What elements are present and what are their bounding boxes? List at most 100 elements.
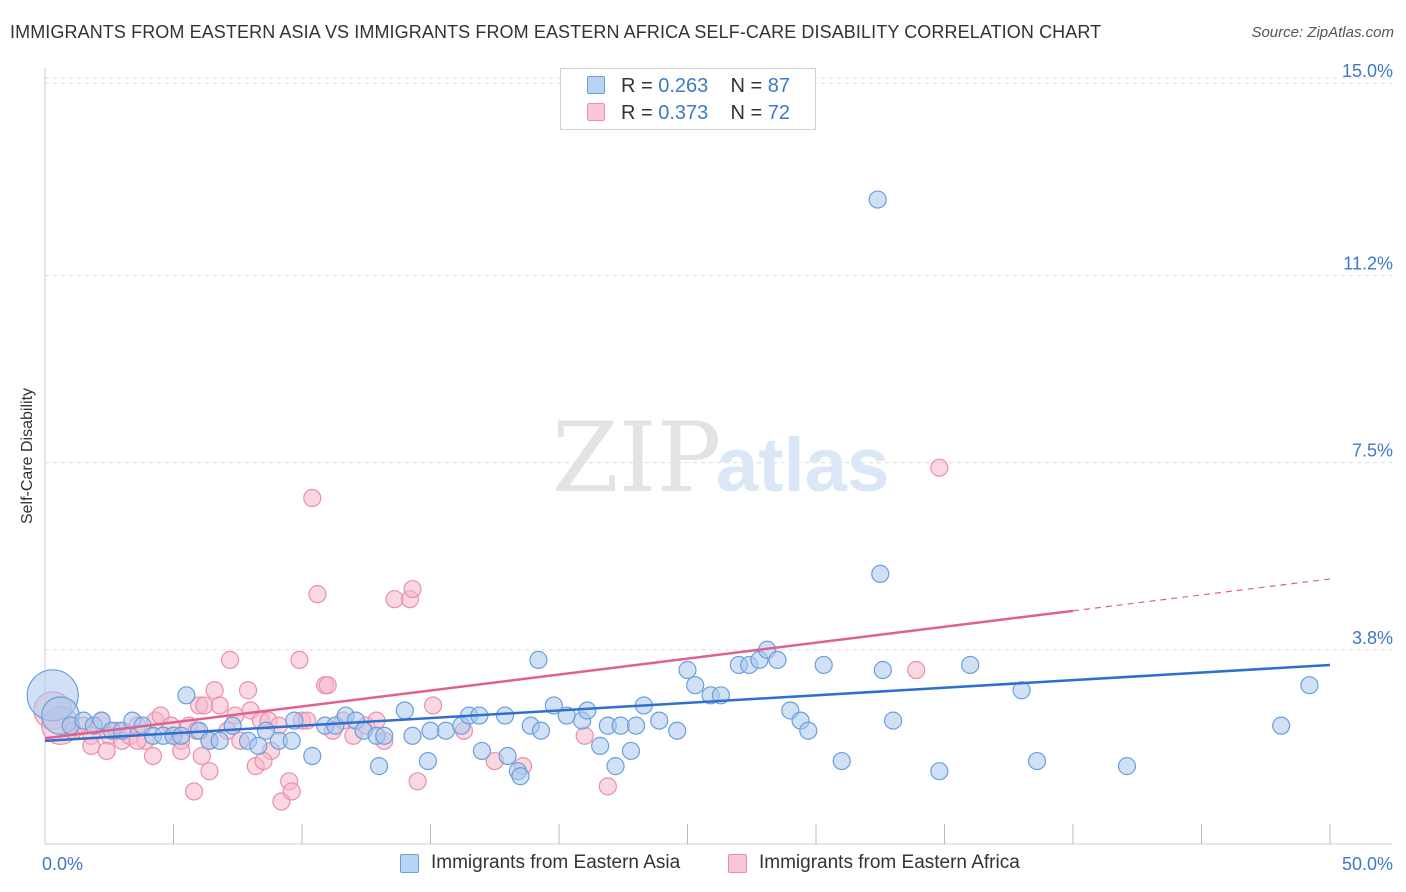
x-tick-label: 50.0%	[1342, 854, 1393, 874]
data-point	[172, 726, 191, 745]
data-point	[408, 772, 427, 791]
legend-r-label: R =	[621, 75, 653, 97]
data-point	[308, 585, 327, 604]
data-point	[395, 701, 414, 720]
data-point	[436, 721, 456, 740]
legend-n-value: 72	[767, 102, 791, 124]
data-point	[1300, 676, 1319, 695]
data-point	[220, 650, 240, 669]
data-point	[621, 741, 641, 761]
series-eastern-asia-points	[26, 190, 1319, 786]
data-point	[598, 777, 617, 796]
legend-label: Immigrants from Eastern Asia	[431, 852, 681, 873]
data-point	[768, 650, 787, 669]
legend-r-label: R =	[621, 102, 653, 124]
data-point	[1012, 681, 1031, 700]
legend-r-value: 0.373	[658, 102, 709, 124]
data-point	[143, 746, 163, 766]
data-point	[370, 757, 389, 776]
trend-line-eastern-asia	[44, 663, 1331, 743]
trend-lines	[44, 578, 1331, 743]
data-point	[172, 741, 191, 761]
data-point	[318, 676, 337, 695]
y-tick-label: 7.5%	[1352, 441, 1393, 461]
legend-n-value: 87	[767, 75, 791, 97]
data-point	[606, 757, 625, 776]
data-point	[611, 716, 630, 735]
data-point	[418, 751, 438, 771]
data-point	[192, 746, 211, 766]
legend-swatch-blue	[400, 854, 419, 873]
data-point	[668, 721, 687, 740]
chart-title: IMMIGRANTS FROM EASTERN ASIA VS IMMIGRAN…	[10, 22, 1102, 42]
watermark-zip: ZIP	[552, 402, 721, 514]
data-point	[205, 681, 224, 700]
data-point	[254, 751, 273, 771]
data-point	[200, 762, 219, 781]
data-point	[1117, 757, 1137, 776]
legend-r-value: 0.263	[658, 75, 709, 97]
data-point	[883, 711, 903, 730]
data-point	[873, 660, 892, 680]
data-point	[930, 762, 949, 781]
data-point	[290, 650, 309, 669]
data-point	[472, 741, 491, 761]
data-point	[282, 782, 301, 801]
data-point	[385, 590, 404, 609]
data-point	[591, 736, 610, 755]
data-point	[423, 696, 443, 715]
y-tick-label: 3.8%	[1352, 628, 1393, 648]
legend-swatch-blue	[587, 76, 605, 94]
series-eastern-africa-points	[33, 458, 949, 811]
data-point	[282, 731, 301, 750]
data-point	[249, 736, 268, 755]
data-point	[403, 579, 422, 599]
data-point	[930, 458, 949, 477]
data-point	[871, 564, 890, 584]
data-point	[375, 726, 394, 745]
legend-label: Immigrants from Eastern Africa	[759, 852, 1020, 873]
y-tick-label: 11.2%	[1343, 253, 1393, 273]
data-point	[498, 746, 517, 766]
data-point	[814, 655, 833, 675]
data-point	[210, 696, 229, 715]
trend-line-eastern-africa-extension	[1072, 578, 1331, 612]
data-point	[238, 681, 258, 700]
y-axis-title: Self-Care Disability	[19, 387, 36, 525]
watermark: ZIP atlas	[552, 402, 889, 514]
data-point	[184, 782, 204, 801]
data-point	[575, 726, 594, 745]
data-point	[210, 731, 229, 750]
data-point	[421, 721, 440, 740]
legend-swatch-pink	[587, 103, 605, 121]
correlation-legend: R = 0.263 N = 87 R = 0.373 N = 72	[560, 68, 816, 130]
data-point	[195, 696, 214, 715]
data-point	[511, 767, 530, 786]
data-point	[1027, 751, 1047, 771]
data-point	[97, 741, 116, 761]
data-point	[223, 716, 242, 735]
data-point	[650, 711, 669, 730]
data-point	[1272, 716, 1291, 735]
data-point	[832, 751, 851, 771]
data-point	[961, 655, 980, 675]
watermark-atlas: atlas	[716, 423, 889, 508]
source-credit: Source: ZipAtlas.com	[1251, 24, 1394, 41]
x-tick-label: 0.0%	[42, 854, 83, 874]
data-point	[799, 721, 818, 740]
data-point	[626, 716, 646, 735]
tick-labels: 3.8% 7.5% 11.2% 15.0% 0.0% 50.0%	[42, 61, 1393, 874]
data-point	[303, 488, 322, 508]
data-point	[82, 736, 101, 755]
data-point	[495, 706, 515, 725]
legend-n-label: N =	[730, 75, 763, 97]
data-point	[907, 660, 926, 680]
data-point	[868, 190, 887, 209]
grid-layer	[45, 77, 1392, 651]
data-point	[578, 701, 597, 720]
data-point	[678, 660, 697, 680]
y-tick-label: 15.0%	[1342, 61, 1393, 81]
data-point	[403, 726, 422, 745]
data-point	[529, 650, 548, 669]
